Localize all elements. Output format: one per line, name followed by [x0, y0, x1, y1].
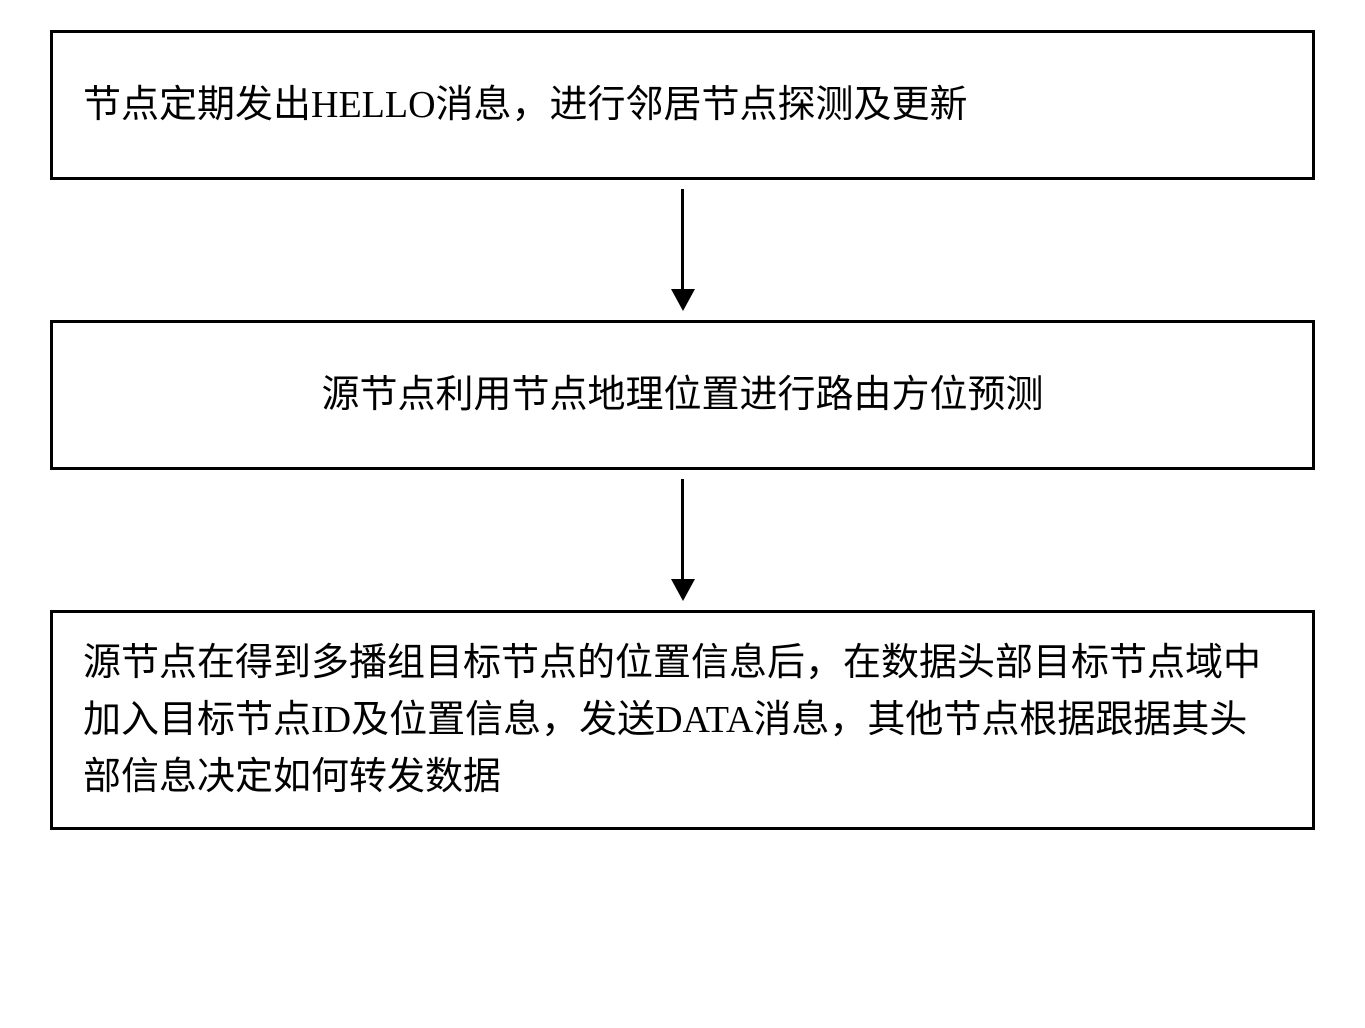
arrow-line: [681, 189, 684, 289]
arrow-head: [671, 579, 695, 601]
step3-text: 源节点在得到多播组目标节点的位置信息后，在数据头部目标节点域中加入目标节点ID及…: [83, 635, 1282, 806]
arrow-head: [671, 289, 695, 311]
flowchart-node-step2: 源节点利用节点地理位置进行路由方位预测: [50, 320, 1315, 470]
flowchart-node-step3: 源节点在得到多播组目标节点的位置信息后，在数据头部目标节点域中加入目标节点ID及…: [50, 610, 1315, 830]
arrow-1-to-2: [671, 180, 695, 320]
arrow-line: [681, 479, 684, 579]
flowchart-container: 节点定期发出HELLO消息，进行邻居节点探测及更新 源节点利用节点地理位置进行路…: [50, 30, 1315, 830]
step2-text: 源节点利用节点地理位置进行路由方位预测: [321, 367, 1043, 424]
step1-text: 节点定期发出HELLO消息，进行邻居节点探测及更新: [83, 77, 968, 134]
flowchart-node-step1: 节点定期发出HELLO消息，进行邻居节点探测及更新: [50, 30, 1315, 180]
arrow-2-to-3: [671, 470, 695, 610]
